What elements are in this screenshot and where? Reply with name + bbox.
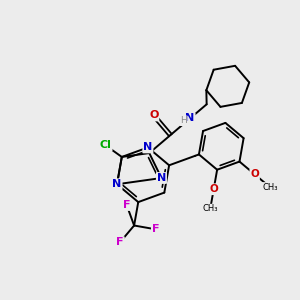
Text: F: F	[116, 237, 124, 247]
Text: N: N	[143, 142, 152, 152]
Text: CH₃: CH₃	[262, 183, 278, 192]
Text: F: F	[152, 224, 159, 234]
Text: CH₃: CH₃	[202, 204, 218, 213]
Text: O: O	[209, 184, 218, 194]
Text: N: N	[112, 179, 122, 189]
Text: N: N	[185, 113, 195, 123]
Text: F: F	[123, 200, 130, 210]
Text: N: N	[157, 173, 166, 183]
Text: O: O	[250, 169, 259, 179]
Text: H: H	[180, 116, 187, 125]
Text: Cl: Cl	[100, 140, 112, 150]
Text: O: O	[149, 110, 158, 121]
